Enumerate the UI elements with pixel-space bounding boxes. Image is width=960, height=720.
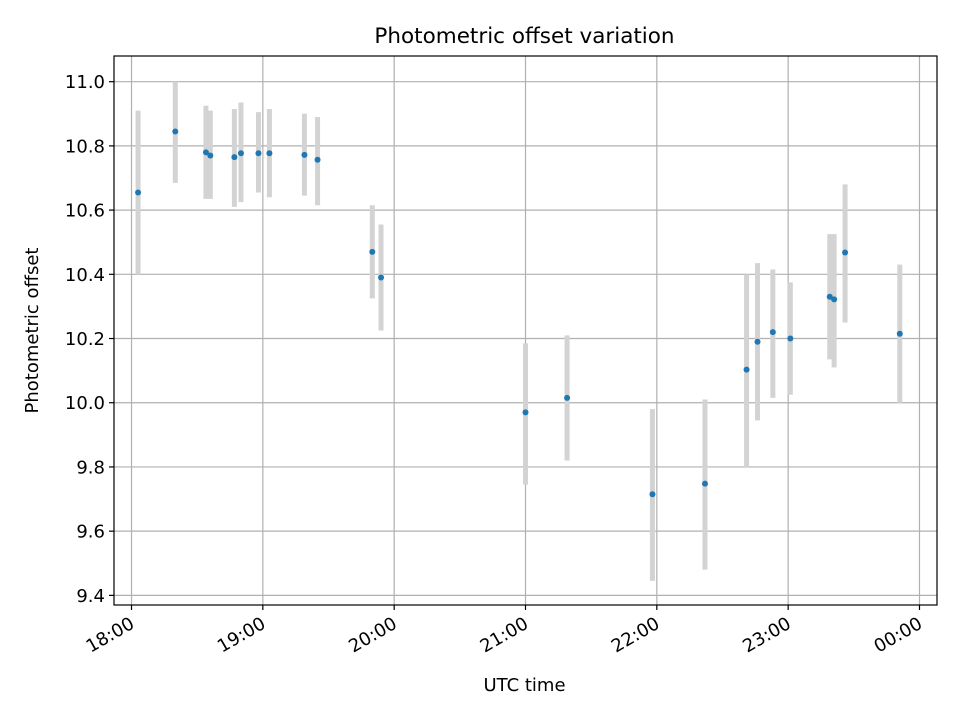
data-point xyxy=(754,338,761,345)
data-point xyxy=(649,491,656,498)
data-point xyxy=(237,150,244,157)
y-tick-label: 9.6 xyxy=(76,522,105,543)
data-point xyxy=(301,151,308,158)
x-axis-title: UTC time xyxy=(483,675,565,696)
data-point xyxy=(842,249,849,256)
data-point xyxy=(369,248,376,255)
y-tick-label: 9.4 xyxy=(76,586,105,607)
data-point xyxy=(231,154,238,161)
data-point xyxy=(743,366,750,373)
chart-title: Photometric offset variation xyxy=(374,24,674,49)
y-tick-label: 10.6 xyxy=(65,201,105,222)
data-point xyxy=(314,156,321,163)
y-tick-label: 10.0 xyxy=(65,393,105,414)
y-tick-label: 11.0 xyxy=(65,72,105,93)
data-point xyxy=(207,152,214,159)
data-point xyxy=(831,296,838,303)
y-axis-title: Photometric offset xyxy=(22,248,43,414)
y-tick-label: 10.2 xyxy=(65,329,105,350)
data-points xyxy=(135,128,903,498)
data-point xyxy=(172,128,179,135)
data-point xyxy=(135,189,142,196)
data-point xyxy=(522,409,529,416)
data-point xyxy=(202,149,209,156)
y-axis: 9.4 9.6 9.8 10.0 10.2 10.4 10.6 10.8 11.0 xyxy=(65,72,114,607)
data-point xyxy=(701,480,708,487)
data-point xyxy=(378,274,385,281)
data-point xyxy=(769,329,776,336)
y-tick-label: 10.4 xyxy=(65,265,105,286)
data-point xyxy=(255,150,262,157)
data-point xyxy=(787,335,794,342)
data-point xyxy=(826,293,833,300)
data-point xyxy=(564,394,571,401)
data-point xyxy=(266,150,273,157)
data-point xyxy=(896,330,903,337)
y-tick-label: 9.8 xyxy=(76,457,105,478)
y-tick-label: 10.8 xyxy=(65,136,105,157)
